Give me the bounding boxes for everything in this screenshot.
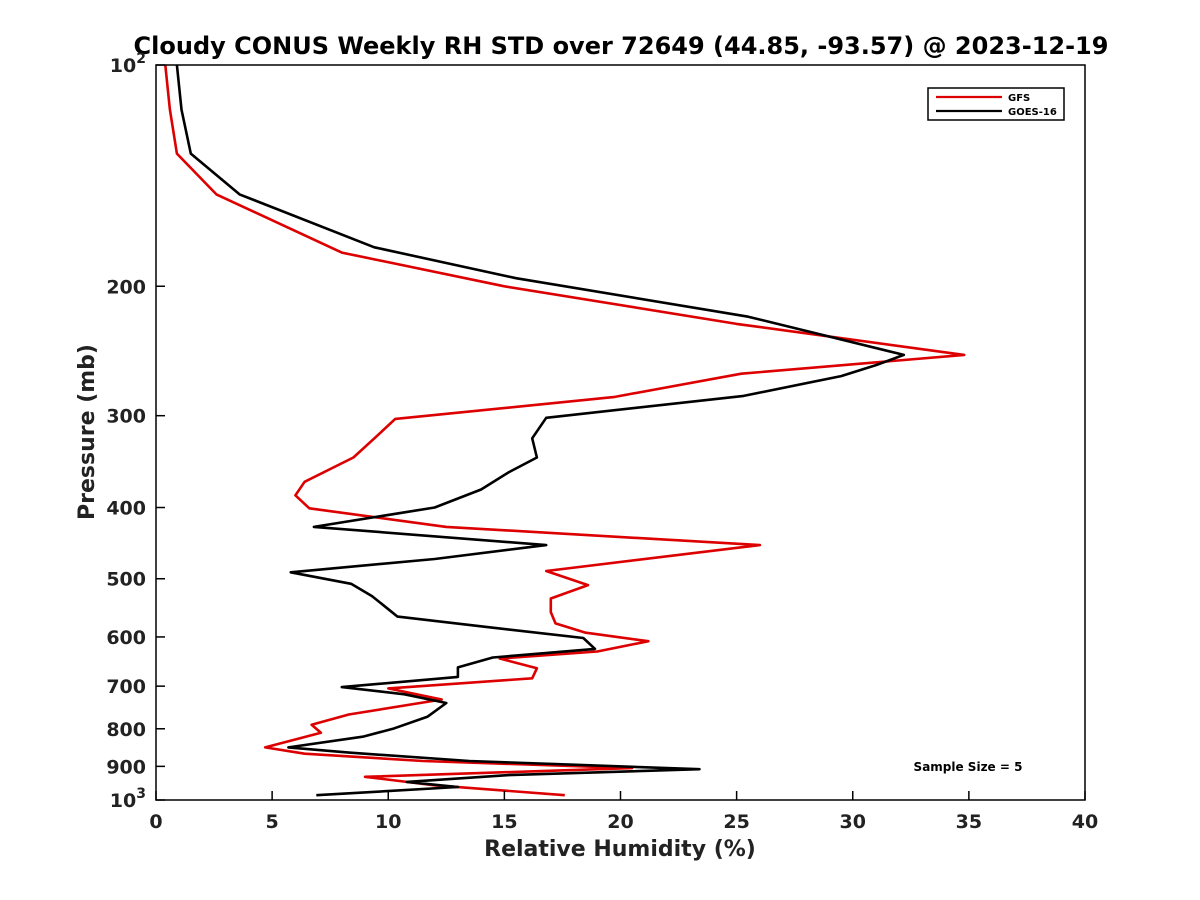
y-tick-label: 102 bbox=[110, 51, 146, 77]
x-tick-label: 15 bbox=[491, 811, 517, 833]
x-axis-label: Relative Humidity (%) bbox=[484, 837, 756, 862]
y-tick-label: 300 bbox=[106, 406, 146, 428]
series-layer bbox=[164, 64, 966, 797]
series-line-goes-16 bbox=[175, 64, 906, 797]
x-tick-label: 10 bbox=[375, 811, 401, 833]
y-tick-label: 103 bbox=[110, 786, 146, 812]
x-tick-label: 30 bbox=[840, 811, 866, 833]
y-tick-label: 700 bbox=[106, 676, 146, 698]
chart-title: Cloudy CONUS Weekly RH STD over 72649 (4… bbox=[134, 32, 1109, 60]
sample-size-annotation: Sample Size = 5 bbox=[914, 760, 1023, 774]
y-tick-label: 500 bbox=[106, 569, 146, 591]
legend: GFS GOES-16 bbox=[927, 87, 1065, 121]
y-tick-label: 900 bbox=[106, 756, 146, 778]
legend-label-goes-16: GOES-16 bbox=[1008, 107, 1057, 118]
plot-area-frame bbox=[155, 64, 1086, 801]
y-tick-label: 800 bbox=[106, 719, 146, 741]
x-tick-label: 20 bbox=[607, 811, 633, 833]
y-axis-label: Pressure (mb) bbox=[75, 344, 100, 520]
x-tick-label: 5 bbox=[266, 811, 279, 833]
x-tick-label: 40 bbox=[1072, 811, 1098, 833]
x-tick-label: 25 bbox=[723, 811, 749, 833]
y-tick-label: 600 bbox=[106, 627, 146, 649]
legend-box bbox=[927, 87, 1065, 121]
x-tick-label: 35 bbox=[956, 811, 982, 833]
y-tick-label: 200 bbox=[106, 276, 146, 298]
x-axis-ticks: 0 5 10 15 20 25 30 35 40 bbox=[149, 791, 1098, 833]
y-tick-label: 400 bbox=[106, 498, 146, 520]
y-axis-ticks: 102 200 300 400 500 600 700 800 900 103 bbox=[106, 51, 165, 812]
x-tick-label: 0 bbox=[149, 811, 162, 833]
legend-label-gfs: GFS bbox=[1008, 93, 1030, 104]
series-line-gfs bbox=[164, 64, 966, 797]
